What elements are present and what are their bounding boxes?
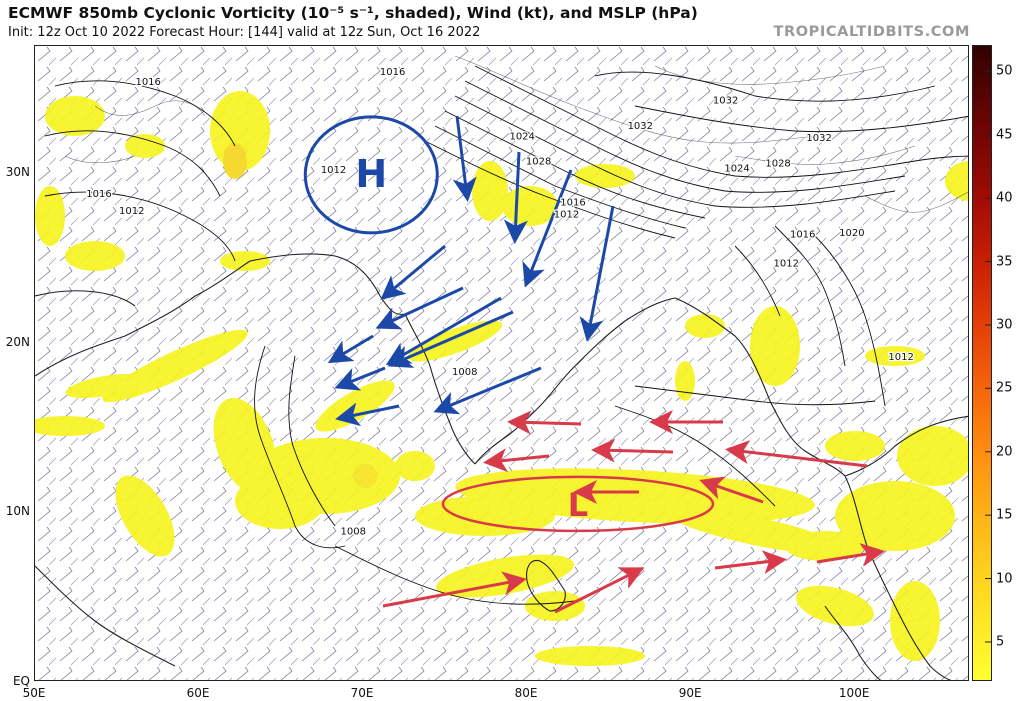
isobar-label: 1020 xyxy=(839,228,864,239)
vorticity-shading xyxy=(35,91,968,666)
longitude-label: 90E xyxy=(678,686,702,700)
isobar-labels: 1016101610121016101210241028103210321032… xyxy=(85,66,915,539)
blue-wind-arrows xyxy=(327,115,615,427)
isobar-label: 1028 xyxy=(526,157,551,168)
blue-arrow xyxy=(579,205,615,342)
isobar-label: 1028 xyxy=(765,158,790,169)
isobar-label: 1012 xyxy=(554,209,579,220)
colorbar-gradient xyxy=(973,46,991,680)
red-arrow xyxy=(382,571,527,608)
blue-arrow xyxy=(375,286,464,330)
blue-arrow xyxy=(335,402,400,427)
longitude-label: 100E xyxy=(838,686,870,700)
colorbar-tick-label: 10 xyxy=(996,571,1013,587)
high-pressure-circle xyxy=(303,115,439,235)
isobar-label: 1008 xyxy=(452,367,477,378)
longitude-label: 50E xyxy=(22,686,46,700)
red-arrow xyxy=(699,476,764,504)
vorticity-colorbar xyxy=(972,45,992,681)
isobar-label: 1016 xyxy=(86,189,111,200)
blue-arrow xyxy=(334,366,386,391)
colorbar-tick-label: 15 xyxy=(996,507,1013,523)
red-arrow xyxy=(725,440,868,468)
isobar-label: 1024 xyxy=(724,164,749,175)
isobar-label: 1016 xyxy=(790,230,815,241)
red-arrow xyxy=(507,410,582,435)
red-arrow xyxy=(816,543,885,567)
colorbar-tick-label: 35 xyxy=(996,254,1013,270)
isobar-label: 1012 xyxy=(774,258,799,269)
colorbar-tick-label: 20 xyxy=(996,444,1013,460)
isobar-label: 1016 xyxy=(560,197,585,208)
colorbar-tick-label: 5 xyxy=(996,634,1005,650)
blue-arrow xyxy=(380,244,446,300)
blue-arrow xyxy=(503,151,528,244)
isobar-label: 1012 xyxy=(888,352,913,363)
blue-arrow xyxy=(522,169,573,288)
blue-arrow xyxy=(433,366,542,415)
high-pressure-label: H xyxy=(355,152,387,196)
low-pressure-label: L xyxy=(568,486,588,524)
blue-arrow xyxy=(452,115,477,202)
pressure-annotations: HL xyxy=(303,115,715,533)
latitude-label: EQ xyxy=(12,674,30,688)
isobar-label: 1008 xyxy=(341,526,366,537)
red-wind-arrows xyxy=(382,410,885,614)
colorbar-tick-label: 25 xyxy=(996,380,1013,396)
map-title: ECMWF 850mb Cyclonic Vorticity (10⁻⁵ s⁻¹… xyxy=(8,4,698,22)
isobar-label: 1032 xyxy=(713,96,738,107)
low-pressure-ellipse xyxy=(441,475,715,533)
brand-watermark: TROPICALTIDBITS.COM xyxy=(773,24,970,40)
latitude-label: 30N xyxy=(5,165,30,180)
blue-arrow xyxy=(387,310,514,368)
red-arrow xyxy=(554,567,645,614)
colorbar-tick-label: 45 xyxy=(996,127,1013,143)
isobar-label: 1016 xyxy=(380,67,405,78)
latitude-label: 10N xyxy=(5,504,30,519)
longitude-label: 70E xyxy=(350,686,374,700)
colorbar-tick-label: 50 xyxy=(996,63,1013,79)
red-arrow xyxy=(483,448,550,473)
colorbar-tick-label: 40 xyxy=(996,190,1013,206)
blue-arrow xyxy=(327,334,374,364)
isobar-label: 1024 xyxy=(509,131,534,142)
longitude-label: 80E xyxy=(514,686,538,700)
map-canvas: HL 1016101610121016101210241028103210321… xyxy=(35,46,968,680)
colorbar-tick-label: 30 xyxy=(996,317,1013,333)
isobar-label: 1032 xyxy=(628,121,653,132)
isobar-label: 1016 xyxy=(135,77,160,88)
isobar-label: 1032 xyxy=(806,133,831,144)
latitude-label: 20N xyxy=(5,334,30,349)
red-arrow xyxy=(591,438,674,463)
isobar-label: 1012 xyxy=(321,165,346,176)
red-arrow xyxy=(714,550,787,575)
isobar-label: 1012 xyxy=(119,206,144,217)
terrain-contours xyxy=(64,55,968,213)
longitude-label: 60E xyxy=(186,686,210,700)
forecast-info: Init: 12z Oct 10 2022 Forecast Hour: [14… xyxy=(8,25,481,40)
